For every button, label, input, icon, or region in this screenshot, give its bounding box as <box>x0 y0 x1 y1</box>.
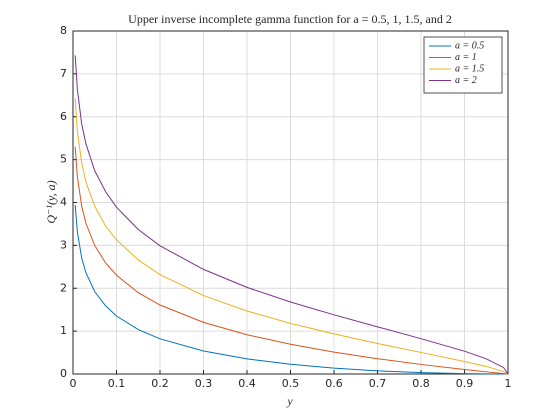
y-tick-label: 8 <box>60 24 67 37</box>
x-axis-label: y <box>286 394 293 408</box>
x-tick-label: 0 <box>70 377 77 390</box>
y-tick-label: 3 <box>60 238 67 251</box>
y-tick-label: 2 <box>60 281 67 294</box>
x-tick-label: 1 <box>505 377 512 390</box>
legend-label: a = 1.5 <box>455 63 484 74</box>
series-line <box>74 55 509 375</box>
legend-label: a = 1 <box>455 52 477 63</box>
x-tick-label: 0.1 <box>108 377 126 390</box>
y-tick-label: 4 <box>60 196 67 209</box>
x-tick-label: 0.5 <box>282 377 300 390</box>
plot-frame <box>72 30 509 375</box>
y-tick-label: 7 <box>60 67 67 80</box>
series-line <box>74 146 509 375</box>
x-tick-label: 0.8 <box>412 377 430 390</box>
y-tick-label: 6 <box>60 110 67 123</box>
legend-label: a = 0.5 <box>455 40 484 51</box>
x-tick-label: 0.7 <box>369 377 387 390</box>
series-line <box>74 205 509 375</box>
x-tick-label: 0.2 <box>151 377 169 390</box>
legend-label: a = 2 <box>455 75 477 86</box>
x-tick-label: 0.6 <box>325 377 343 390</box>
y-tick-label: 5 <box>60 153 67 166</box>
y-tick-label: 1 <box>60 324 67 337</box>
chart-title: Upper inverse incomplete gamma function … <box>128 12 452 26</box>
y-tick-label: 0 <box>60 367 67 380</box>
x-tick-label: 0.4 <box>238 377 256 390</box>
x-tick-label: 0.9 <box>456 377 474 390</box>
x-tick-label: 0.3 <box>195 377 213 390</box>
series-line <box>74 98 509 375</box>
y-axis-label: Q⁻¹(y, a) <box>44 180 58 223</box>
